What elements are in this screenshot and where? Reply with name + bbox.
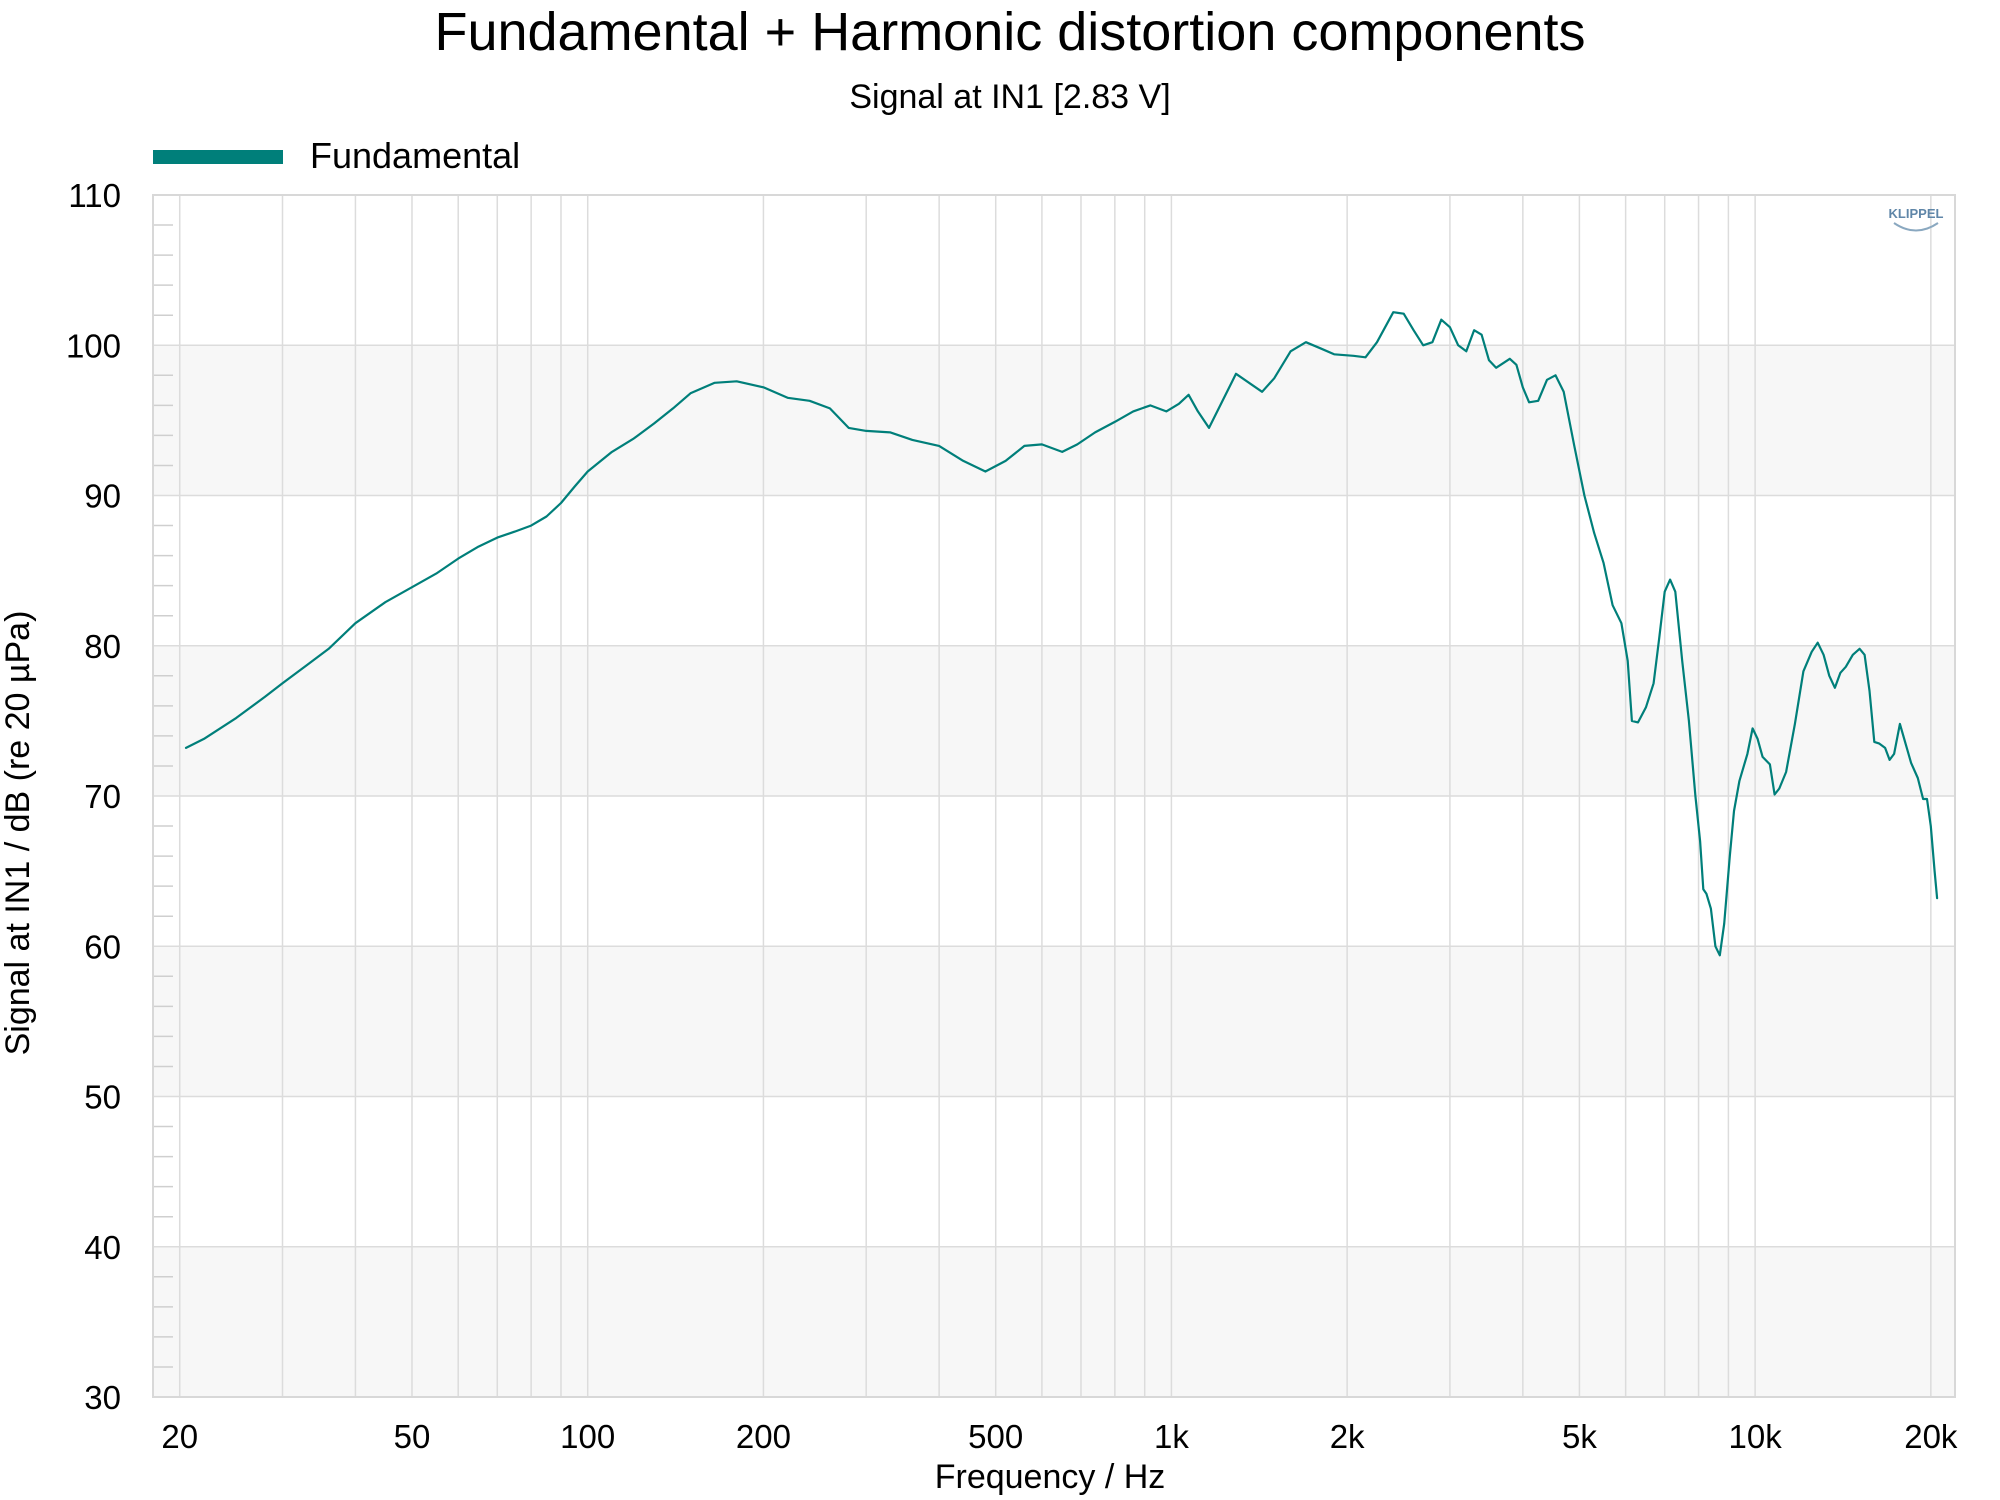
legend: Fundamental [153, 135, 520, 176]
watermark-logo: KLIPPEL [1889, 206, 1944, 232]
series-layer [184, 311, 1939, 957]
grid-band [153, 645, 1955, 796]
grid-band [153, 345, 1955, 496]
chart-subtitle: Signal at IN1 [2.83 V] [849, 78, 1170, 116]
y-tick-label: 80 [84, 628, 121, 665]
series-line-0 [184, 311, 1939, 957]
x-tick-label: 500 [968, 1418, 1023, 1455]
x-tick-label: 50 [394, 1418, 431, 1455]
alternating-bands [153, 345, 1955, 1397]
y-tick-label: 60 [84, 928, 121, 965]
legend-label-fundamental: Fundamental [310, 135, 520, 176]
y-tick-label: 100 [66, 327, 121, 364]
y-tick-label: 50 [84, 1079, 121, 1116]
y-tick-label: 70 [84, 778, 121, 815]
x-tick-label: 5k [1562, 1418, 1597, 1455]
grid-band [153, 1246, 1955, 1397]
x-tick-label: 2k [1330, 1418, 1365, 1455]
x-tick-label: 1k [1154, 1418, 1189, 1455]
y-axis-label: Signal at IN1 / dB (re 20 µPa) [0, 611, 37, 1056]
x-tick-label: 10k [1729, 1418, 1783, 1455]
x-tick-labels: 20 50 100 200 500 1k 2k 5k 10k 20k [161, 1418, 1958, 1455]
x-axis-label: Frequency / Hz [935, 1458, 1166, 1496]
x-tick-label: 20k [1904, 1418, 1958, 1455]
y-tick-labels: 30 40 50 60 70 80 90 100 110 [66, 177, 121, 1416]
grid-lines [153, 194, 1955, 1398]
watermark-text: KLIPPEL [1889, 206, 1944, 221]
y-tick-label: 90 [84, 478, 121, 515]
chart-title: Fundamental + Harmonic distortion compon… [434, 2, 1585, 62]
y-tick-label: 30 [84, 1379, 121, 1416]
grid-band [153, 946, 1955, 1097]
x-tick-label: 200 [736, 1418, 791, 1455]
plot-frame [152, 194, 1956, 1398]
x-tick-label: 100 [560, 1418, 615, 1455]
y-tick-label: 40 [84, 1229, 121, 1266]
watermark-arc-icon [1893, 222, 1939, 232]
y-tick-label: 110 [68, 177, 121, 214]
minor-ticks [153, 224, 173, 1368]
x-tick-label: 20 [161, 1418, 198, 1455]
